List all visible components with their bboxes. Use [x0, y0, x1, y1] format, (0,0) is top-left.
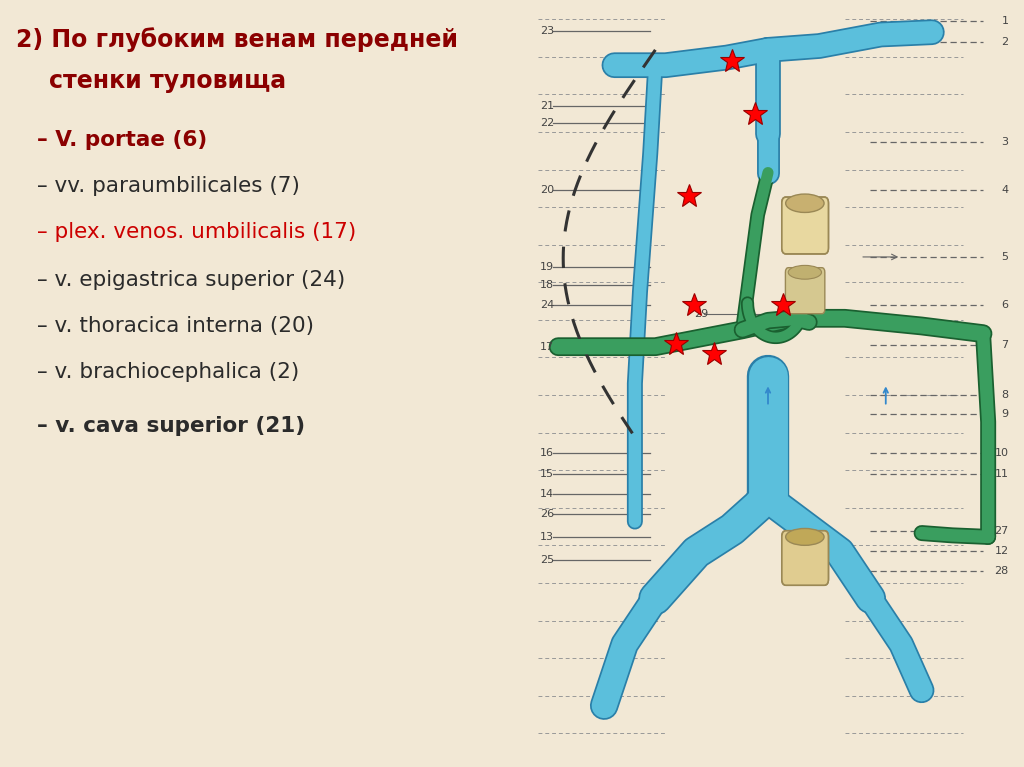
- Text: 16: 16: [541, 447, 554, 458]
- FancyBboxPatch shape: [782, 531, 828, 585]
- FancyBboxPatch shape: [782, 197, 828, 254]
- Text: 12: 12: [994, 545, 1009, 556]
- Ellipse shape: [785, 528, 824, 545]
- Text: 9: 9: [1001, 409, 1009, 420]
- Text: 25: 25: [541, 555, 554, 565]
- Text: – plex. venos. umbilicalis (17): – plex. venos. umbilicalis (17): [37, 222, 356, 242]
- Ellipse shape: [785, 194, 824, 212]
- Text: – v. cava superior (21): – v. cava superior (21): [37, 416, 305, 436]
- Text: – vv. paraumbilicales (7): – vv. paraumbilicales (7): [37, 176, 300, 196]
- Text: 5: 5: [1001, 252, 1009, 262]
- Text: 20: 20: [541, 185, 554, 196]
- Text: стенки туловища: стенки туловища: [16, 69, 286, 93]
- Text: 7: 7: [1001, 340, 1009, 351]
- Text: 18: 18: [541, 280, 554, 291]
- Text: 22: 22: [541, 117, 554, 128]
- Text: – v. thoracica interna (20): – v. thoracica interna (20): [37, 316, 314, 336]
- Text: – v. brachiocephalica (2): – v. brachiocephalica (2): [37, 362, 300, 382]
- Text: 26: 26: [541, 509, 554, 519]
- Text: 3: 3: [1001, 137, 1009, 147]
- Text: 29: 29: [694, 309, 708, 320]
- FancyBboxPatch shape: [782, 531, 828, 585]
- Text: – v. epigastrica superior (24): – v. epigastrica superior (24): [37, 270, 345, 290]
- Text: 17: 17: [541, 341, 554, 352]
- Text: 8: 8: [1001, 390, 1009, 400]
- Text: 19: 19: [541, 262, 554, 272]
- Text: 6: 6: [1001, 300, 1009, 311]
- FancyBboxPatch shape: [782, 197, 828, 254]
- Text: 27: 27: [994, 525, 1009, 536]
- Text: – V. portae (6): – V. portae (6): [37, 130, 208, 150]
- Text: 1: 1: [1001, 16, 1009, 27]
- FancyBboxPatch shape: [785, 268, 825, 314]
- Text: 28: 28: [994, 566, 1009, 577]
- Text: 15: 15: [541, 469, 554, 479]
- Text: 2) По глубоким венам передней: 2) По глубоким венам передней: [16, 27, 458, 51]
- Text: 24: 24: [541, 300, 554, 311]
- Text: 21: 21: [541, 100, 554, 111]
- Text: 23: 23: [541, 25, 554, 36]
- Text: 10: 10: [994, 447, 1009, 458]
- Ellipse shape: [788, 265, 821, 279]
- Text: 2: 2: [1001, 37, 1009, 48]
- Text: 13: 13: [541, 532, 554, 542]
- Text: 14: 14: [541, 489, 554, 499]
- Text: 11: 11: [994, 469, 1009, 479]
- Text: 4: 4: [1001, 185, 1009, 196]
